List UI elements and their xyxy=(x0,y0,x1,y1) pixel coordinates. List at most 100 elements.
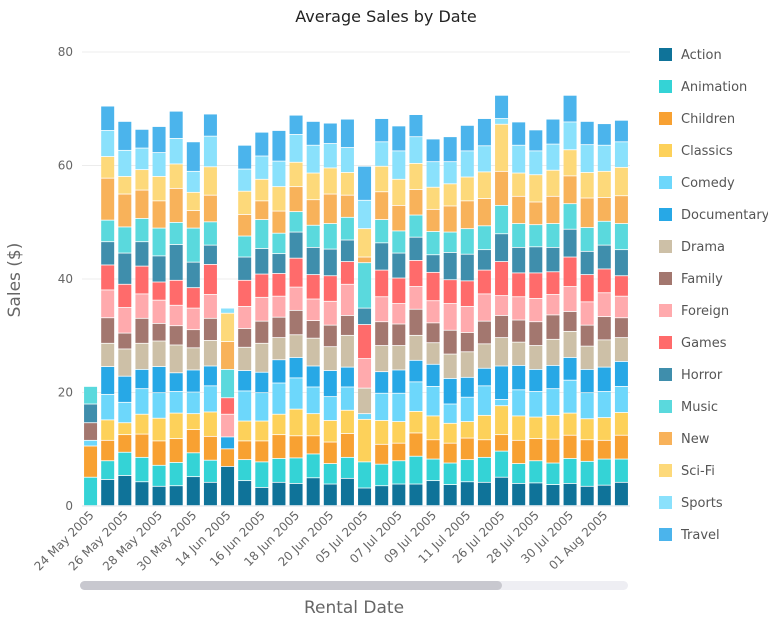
bar-segment-children[interactable] xyxy=(186,429,200,453)
bar-segment-classics[interactable] xyxy=(529,417,543,439)
bar-segment-games[interactable] xyxy=(477,270,491,294)
bar-segment-horror[interactable] xyxy=(375,243,389,270)
bar-segment-horror[interactable] xyxy=(340,240,354,262)
bar-segment-animation[interactable] xyxy=(580,461,594,486)
bar-segment-drama[interactable] xyxy=(272,338,286,360)
bar-segment-travel[interactable] xyxy=(512,122,526,145)
bar-segment-classics[interactable] xyxy=(272,414,286,435)
bar-segment-foreign[interactable] xyxy=(495,296,509,316)
bar-segment-documentary[interactable] xyxy=(614,361,628,387)
bar-segment-animation[interactable] xyxy=(597,459,611,485)
bar-segment-classics[interactable] xyxy=(512,416,526,440)
bar-segment-drama[interactable] xyxy=(563,331,577,358)
bar-segment-documentary[interactable] xyxy=(340,367,354,387)
bar-segment-animation[interactable] xyxy=(340,457,354,478)
bar-segment-drama[interactable] xyxy=(323,347,337,371)
bar-segment-children[interactable] xyxy=(426,440,440,459)
bar-segment-foreign[interactable] xyxy=(358,359,372,388)
bar-segment-new[interactable] xyxy=(203,195,217,222)
bar-segment-travel[interactable] xyxy=(495,95,509,119)
bar-segment-music[interactable] xyxy=(203,222,217,245)
bar-segment-documentary[interactable] xyxy=(546,365,560,389)
bar-segment-animation[interactable] xyxy=(289,458,303,484)
bar-segment-new[interactable] xyxy=(546,196,560,224)
bar-segment-sports[interactable] xyxy=(186,171,200,192)
bar-segment-drama[interactable] xyxy=(152,341,166,367)
bar-segment-animation[interactable] xyxy=(375,464,389,486)
legend-item-classics[interactable]: Classics xyxy=(659,144,733,159)
bar-segment-action[interactable] xyxy=(443,485,457,506)
legend-item-children[interactable]: Children xyxy=(659,112,735,127)
bar-segment-sports[interactable] xyxy=(152,153,166,177)
bar-segment-documentary[interactable] xyxy=(495,366,509,400)
bar-segment-family[interactable] xyxy=(255,321,269,343)
bar-segment-horror[interactable] xyxy=(135,242,149,266)
bar-segment-new[interactable] xyxy=(460,201,474,229)
bar-segment-horror[interactable] xyxy=(306,247,320,275)
bar-segment-music[interactable] xyxy=(84,386,98,404)
bar-segment-sports[interactable] xyxy=(118,150,132,177)
bar-segment-sci-fi[interactable] xyxy=(101,156,115,178)
bar-segment-action[interactable] xyxy=(426,481,440,506)
bar-segment-horror[interactable] xyxy=(563,229,577,257)
bar-segment-comedy[interactable] xyxy=(409,382,423,411)
bar-segment-action[interactable] xyxy=(375,486,389,506)
bar-segment-comedy[interactable] xyxy=(272,383,286,414)
bar-segment-family[interactable] xyxy=(289,310,303,335)
bar-segment-games[interactable] xyxy=(375,270,389,297)
bar-segment-sports[interactable] xyxy=(340,147,354,173)
bar-segment-comedy[interactable] xyxy=(255,393,269,421)
bar-segment-travel[interactable] xyxy=(597,124,611,145)
bar-segment-children[interactable] xyxy=(238,441,252,460)
bar-segment-foreign[interactable] xyxy=(409,286,423,309)
bar-segment-sci-fi[interactable] xyxy=(460,177,474,201)
bar-segment-travel[interactable] xyxy=(529,130,543,151)
bar-segment-animation[interactable] xyxy=(529,461,543,483)
bar-segment-classics[interactable] xyxy=(460,422,474,438)
bar-segment-horror[interactable] xyxy=(529,247,543,273)
bar-segment-new[interactable] xyxy=(563,176,577,204)
bar-segment-comedy[interactable] xyxy=(323,397,337,421)
bar-segment-family[interactable] xyxy=(238,328,252,347)
bar-segment-games[interactable] xyxy=(563,257,577,287)
bar-segment-horror[interactable] xyxy=(546,247,560,272)
bar-segment-drama[interactable] xyxy=(477,344,491,368)
bar-segment-animation[interactable] xyxy=(546,463,560,485)
bar-segment-sci-fi[interactable] xyxy=(392,179,406,205)
bar-segment-animation[interactable] xyxy=(323,464,337,484)
bar-segment-travel[interactable] xyxy=(135,129,149,148)
bar-segment-travel[interactable] xyxy=(358,166,372,200)
bar-segment-animation[interactable] xyxy=(169,462,183,486)
bar-segment-new[interactable] xyxy=(169,188,183,223)
bar-segment-sports[interactable] xyxy=(169,138,183,164)
bar-segment-sci-fi[interactable] xyxy=(426,187,440,209)
bar-segment-documentary[interactable] xyxy=(460,377,474,397)
bar-segment-action[interactable] xyxy=(289,483,303,506)
bar-segment-documentary[interactable] xyxy=(135,369,149,389)
bar-segment-travel[interactable] xyxy=(203,114,217,136)
bar-segment-sci-fi[interactable] xyxy=(358,229,372,257)
bar-segment-classics[interactable] xyxy=(323,420,337,442)
bar-segment-foreign[interactable] xyxy=(221,414,235,437)
bar-segment-foreign[interactable] xyxy=(529,298,543,322)
bar-segment-drama[interactable] xyxy=(443,354,457,379)
bar-segment-music[interactable] xyxy=(169,222,183,245)
bar-segment-sci-fi[interactable] xyxy=(614,167,628,196)
bar-segment-foreign[interactable] xyxy=(323,301,337,325)
bar-segment-classics[interactable] xyxy=(238,421,252,441)
bar-segment-comedy[interactable] xyxy=(495,399,509,406)
bar-segment-sports[interactable] xyxy=(409,137,423,163)
bar-segment-children[interactable] xyxy=(495,435,509,451)
bar-segment-drama[interactable] xyxy=(597,340,611,367)
bar-segment-animation[interactable] xyxy=(477,457,491,482)
bar-segment-sports[interactable] xyxy=(289,134,303,162)
bar-segment-documentary[interactable] xyxy=(323,370,337,397)
bar-segment-horror[interactable] xyxy=(238,257,252,280)
bar-segment-travel[interactable] xyxy=(238,145,252,169)
bar-segment-sci-fi[interactable] xyxy=(529,175,543,202)
bar-segment-family[interactable] xyxy=(272,317,286,338)
bar-segment-games[interactable] xyxy=(495,261,509,296)
bar-segment-music[interactable] xyxy=(340,217,354,240)
bar-segment-new[interactable] xyxy=(392,205,406,231)
bar-segment-action[interactable] xyxy=(272,482,286,506)
